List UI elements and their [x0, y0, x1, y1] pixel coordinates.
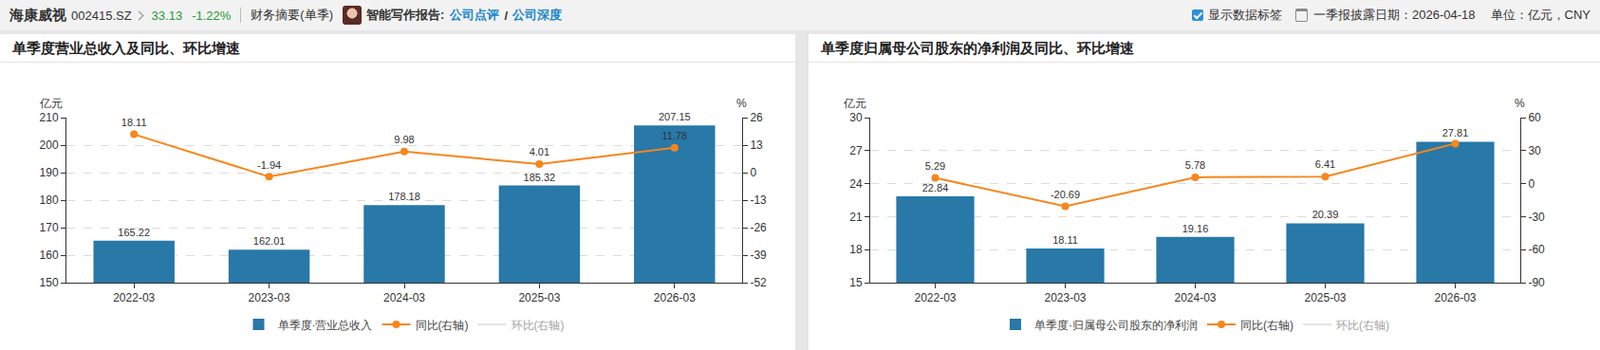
- svg-text:2023-03: 2023-03: [248, 291, 291, 305]
- html-text:显示数据标签: 显示数据标签: [1208, 7, 1283, 22]
- svg-text:环比(右轴): 环比(右轴): [1336, 318, 1390, 333]
- svg-text:18: 18: [849, 242, 863, 257]
- html-text:一季报披露日期：2026-04-18: 一季报披露日期：2026-04-18: [1313, 7, 1476, 22]
- svg-text:-60: -60: [1527, 242, 1545, 257]
- svg-text:2024-03: 2024-03: [383, 291, 426, 305]
- svg-text:2025-03: 2025-03: [518, 291, 560, 305]
- svg-text:-39: -39: [749, 248, 767, 262]
- svg-text:-90: -90: [1527, 276, 1545, 290]
- svg-text:11.78: 11.78: [661, 130, 688, 142]
- svg-text:20.39: 20.39: [1312, 208, 1340, 221]
- svg-text:0: 0: [1527, 177, 1535, 191]
- svg-text:178.18: 178.18: [388, 190, 421, 203]
- svg-text:%: %: [736, 96, 747, 111]
- svg-text:18.11: 18.11: [121, 116, 148, 129]
- svg-text:207.15: 207.15: [658, 111, 691, 123]
- html-text:单季度营业总收入及同比、环比增速: 单季度营业总收入及同比、环比增速: [12, 39, 241, 56]
- svg-text:2024-03: 2024-03: [1173, 291, 1216, 305]
- html-text:智能写作报告: 公司点评 / 公司深度: 智能写作报告: 公司点评 / 公司深度: [366, 7, 562, 23]
- svg-text:-26: -26: [749, 221, 767, 235]
- svg-text:24: 24: [849, 177, 863, 191]
- svg-text:13: 13: [749, 138, 763, 152]
- svg-text:单季度·归属母公司股东的净利润: 单季度·归属母公司股东的净利润: [1034, 318, 1198, 333]
- svg-text:2026-03: 2026-03: [653, 291, 696, 305]
- svg-text:60: 60: [1527, 111, 1542, 125]
- svg-text:26: 26: [749, 111, 763, 125]
- svg-text:同比(右轴): 同比(右轴): [415, 318, 469, 333]
- svg-text:-52: -52: [749, 276, 767, 290]
- svg-text:15: 15: [849, 276, 863, 290]
- svg-text:180: 180: [39, 193, 59, 207]
- svg-text:0: 0: [749, 166, 757, 180]
- svg-text:2026-03: 2026-03: [1433, 291, 1476, 305]
- svg-text:同比(右轴): 同比(右轴): [1240, 318, 1294, 333]
- svg-text:亿元: 亿元: [38, 96, 63, 111]
- svg-text:160: 160: [39, 248, 59, 262]
- svg-text:27: 27: [849, 144, 863, 158]
- svg-text:-30: -30: [1527, 210, 1545, 224]
- svg-text:18.11: 18.11: [1052, 234, 1079, 246]
- svg-text:170: 170: [39, 221, 59, 235]
- svg-text:19.16: 19.16: [1182, 223, 1210, 235]
- svg-text:190: 190: [39, 166, 59, 180]
- svg-text:2025-03: 2025-03: [1303, 291, 1346, 305]
- svg-text:2023-03: 2023-03: [1043, 291, 1086, 305]
- svg-text:-20.69: -20.69: [1050, 188, 1080, 201]
- svg-text:165.22: 165.22: [117, 226, 150, 239]
- html-text:-1.22%: -1.22%: [191, 8, 231, 23]
- html-text:33.13: 33.13: [151, 8, 183, 23]
- svg-text:30: 30: [849, 111, 863, 125]
- html-text:单位：亿元，CNY: 单位：亿元，CNY: [1490, 7, 1591, 22]
- svg-text:-13: -13: [749, 193, 767, 207]
- svg-text:6.41: 6.41: [1315, 158, 1336, 170]
- svg-text:-1.94: -1.94: [257, 159, 281, 171]
- html-text:海康威视 002415.SZ: 海康威视 002415.SZ: [9, 6, 132, 23]
- svg-text:亿元: 亿元: [842, 96, 867, 111]
- html-text:财务摘要(单季): 财务摘要(单季): [250, 7, 334, 22]
- svg-text:2022-03: 2022-03: [913, 291, 956, 305]
- html-text:单季度归属母公司股东的净利润及同比、环比增速: 单季度归属母公司股东的净利润及同比、环比增速: [820, 39, 1135, 56]
- svg-text:185.32: 185.32: [523, 171, 557, 184]
- svg-text:环比(右轴): 环比(右轴): [511, 318, 565, 333]
- svg-text:22.84: 22.84: [922, 182, 949, 194]
- svg-text:9.98: 9.98: [393, 133, 414, 146]
- svg-text:4.01: 4.01: [529, 146, 550, 158]
- svg-text:5.29: 5.29: [925, 160, 946, 172]
- svg-text:150: 150: [39, 276, 59, 290]
- svg-text:162.01: 162.01: [253, 235, 286, 247]
- svg-text:2022-03: 2022-03: [112, 291, 155, 305]
- svg-text:单季度·营业总收入: 单季度·营业总收入: [278, 318, 373, 333]
- svg-text:30: 30: [1527, 144, 1542, 158]
- svg-text:210: 210: [39, 111, 59, 125]
- svg-text:21: 21: [849, 210, 863, 224]
- svg-text:%: %: [1514, 96, 1526, 111]
- svg-text:27.81: 27.81: [1442, 127, 1470, 139]
- svg-text:200: 200: [39, 138, 59, 152]
- svg-text:5.78: 5.78: [1185, 159, 1206, 171]
